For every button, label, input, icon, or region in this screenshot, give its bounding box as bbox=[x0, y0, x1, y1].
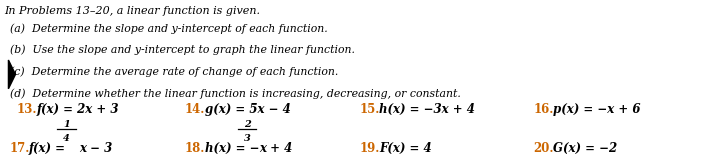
Polygon shape bbox=[8, 60, 15, 89]
Text: (d)  Determine whether the linear function is increasing, decreasing, or constan: (d) Determine whether the linear functio… bbox=[10, 88, 460, 99]
Text: x − 3: x − 3 bbox=[79, 142, 112, 155]
Text: 1: 1 bbox=[63, 120, 70, 129]
Text: f(x) =: f(x) = bbox=[29, 142, 70, 155]
Text: (a)  Determine the slope and y-intercept of each function.: (a) Determine the slope and y-intercept … bbox=[10, 23, 328, 34]
Text: 2: 2 bbox=[244, 120, 250, 129]
Text: In Problems 13–20, a linear function is given.: In Problems 13–20, a linear function is … bbox=[4, 6, 260, 16]
Text: 20.: 20. bbox=[534, 142, 554, 155]
Text: x + 4: x + 4 bbox=[259, 142, 293, 155]
Text: 4: 4 bbox=[63, 134, 70, 143]
Text: 16.: 16. bbox=[534, 103, 554, 116]
Text: 14.: 14. bbox=[185, 103, 205, 116]
Text: f(x) = 2x + 3: f(x) = 2x + 3 bbox=[37, 103, 119, 116]
Text: h(x) = −: h(x) = − bbox=[205, 142, 259, 155]
Text: (b)  Use the slope and y-intercept to graph the linear function.: (b) Use the slope and y-intercept to gra… bbox=[10, 45, 355, 55]
Text: 13.: 13. bbox=[17, 103, 37, 116]
Text: 18.: 18. bbox=[185, 142, 205, 155]
Text: F(x) = 4: F(x) = 4 bbox=[379, 142, 432, 155]
Text: (c)  Determine the average rate of change of each function.: (c) Determine the average rate of change… bbox=[10, 66, 338, 77]
Text: 17.: 17. bbox=[9, 142, 30, 155]
Text: G(x) = −2: G(x) = −2 bbox=[553, 142, 617, 155]
Text: g(x) = 5x − 4: g(x) = 5x − 4 bbox=[205, 103, 290, 116]
Text: p(x) = −x + 6: p(x) = −x + 6 bbox=[553, 103, 640, 116]
Text: 19.: 19. bbox=[359, 142, 380, 155]
Text: h(x) = −3x + 4: h(x) = −3x + 4 bbox=[379, 103, 475, 116]
Text: 15.: 15. bbox=[359, 103, 380, 116]
Text: 3: 3 bbox=[244, 134, 250, 143]
